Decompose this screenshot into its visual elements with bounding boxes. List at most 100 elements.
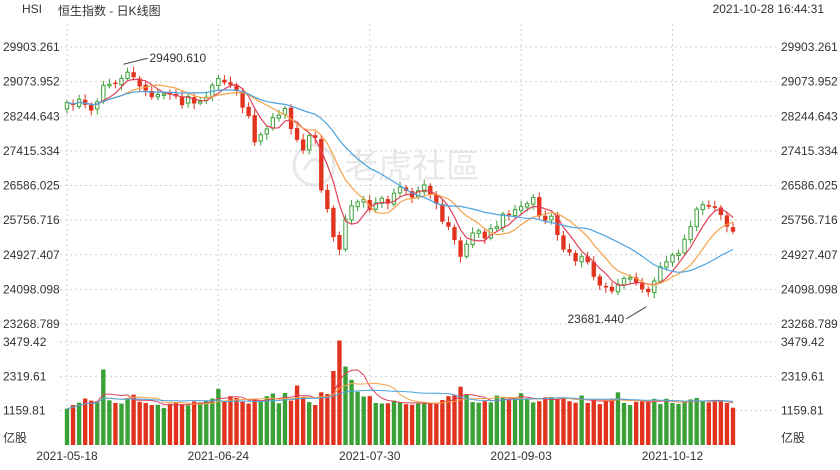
candle-body xyxy=(585,256,590,263)
volume-bar xyxy=(143,402,148,445)
volume-bar xyxy=(331,370,336,445)
volume-bar xyxy=(397,402,403,445)
candle-body xyxy=(282,108,288,115)
high-annotation-label: 29490.610 xyxy=(149,51,206,65)
volume-bar xyxy=(409,404,415,445)
volume-bar xyxy=(422,402,427,445)
candle-body xyxy=(300,139,306,151)
candle-body xyxy=(252,115,257,143)
volume-bar xyxy=(179,404,185,445)
candle-body xyxy=(434,194,439,204)
volume-bar xyxy=(664,398,669,445)
volume-bar xyxy=(216,388,221,445)
volume-bar xyxy=(640,400,645,445)
candle-body xyxy=(682,238,687,254)
candle-body xyxy=(125,71,130,79)
candle-body xyxy=(591,261,596,277)
volume-bar xyxy=(512,397,518,445)
candle-body xyxy=(185,95,191,104)
volume-bar xyxy=(385,403,391,445)
volume-bar xyxy=(561,397,566,445)
volume-bar xyxy=(452,395,457,445)
candle-body xyxy=(101,84,106,102)
volume-bar xyxy=(403,404,409,445)
volume-bar xyxy=(633,401,639,445)
price-tick-label-right: 25756.716 xyxy=(781,213,838,227)
volume-bar xyxy=(246,403,251,445)
volume-bar xyxy=(349,379,354,445)
volume-bar xyxy=(524,399,530,445)
volume-bar xyxy=(300,397,306,445)
volume-bar xyxy=(337,340,342,445)
volume-bar xyxy=(167,403,173,445)
candle-body xyxy=(246,106,251,117)
volume-bar xyxy=(95,401,100,445)
candle-body xyxy=(500,213,506,229)
watermark-text: 老虎社區 xyxy=(344,147,480,187)
candle-body xyxy=(131,72,136,78)
candle-body xyxy=(670,254,675,263)
volume-bar xyxy=(458,386,463,445)
volume-tick-label-left: 2319.61 xyxy=(3,369,47,383)
candle-body xyxy=(325,189,330,210)
volume-bar xyxy=(531,402,536,445)
date-tick-label: 2021-05-18 xyxy=(36,449,98,463)
candle-body xyxy=(264,128,269,135)
candle-body xyxy=(555,215,560,236)
volume-bar xyxy=(313,405,318,445)
volume-bar xyxy=(464,394,469,445)
volume-bar xyxy=(185,405,191,445)
volume-bar xyxy=(652,398,657,445)
candle-body xyxy=(288,107,294,129)
candle-body xyxy=(561,235,566,250)
price-tick-label-left: 24927.407 xyxy=(3,248,60,262)
candle-body xyxy=(464,243,469,257)
price-tick-label-right: 24098.098 xyxy=(781,282,838,296)
candle-body xyxy=(652,280,657,294)
volume-bar xyxy=(573,402,578,445)
volume-bar xyxy=(173,402,179,445)
volume-bar xyxy=(373,402,378,445)
candle-body xyxy=(307,135,312,151)
candle-body xyxy=(270,117,276,129)
candle-body xyxy=(64,102,70,110)
ma20-line xyxy=(66,89,734,273)
candle-body xyxy=(161,93,167,96)
volume-bar xyxy=(591,400,596,445)
volume-bar xyxy=(264,396,269,445)
volume-bar xyxy=(670,402,675,445)
candle-body xyxy=(609,286,615,292)
candle-body xyxy=(543,215,548,221)
volume-bar xyxy=(125,398,130,445)
volume-bar xyxy=(470,402,475,445)
volume-bar xyxy=(615,392,621,445)
volume-unit-right: 亿股 xyxy=(781,430,805,445)
candle-body xyxy=(646,288,651,293)
candle-body xyxy=(494,226,500,229)
volume-bar xyxy=(191,401,197,445)
volume-tick-label-left: 1159.81 xyxy=(3,404,46,418)
volume-bar xyxy=(506,398,512,445)
volume-bar xyxy=(724,402,730,445)
price-tick-label-right: 28244.643 xyxy=(781,109,838,123)
candle-body xyxy=(313,135,318,138)
candle-body xyxy=(391,192,397,205)
candle-body xyxy=(222,79,227,83)
volume-bar xyxy=(282,392,288,445)
volume-bar xyxy=(500,397,506,445)
volume-ma20-line xyxy=(66,389,734,410)
volume-bar xyxy=(434,403,439,445)
candle-body xyxy=(216,77,221,87)
volume-bar xyxy=(107,400,112,445)
price-tick-label-left: 28244.643 xyxy=(3,109,60,123)
candle-body xyxy=(343,218,348,250)
candle-body xyxy=(621,277,627,286)
candle-body xyxy=(524,203,530,208)
volume-bar xyxy=(567,401,572,445)
volume-bar xyxy=(391,400,397,445)
candle-body xyxy=(597,276,602,286)
candle-body xyxy=(258,134,263,142)
volume-bar xyxy=(446,396,451,445)
volume-bar xyxy=(609,398,615,445)
date-tick-label: 2021-07-30 xyxy=(339,449,401,463)
